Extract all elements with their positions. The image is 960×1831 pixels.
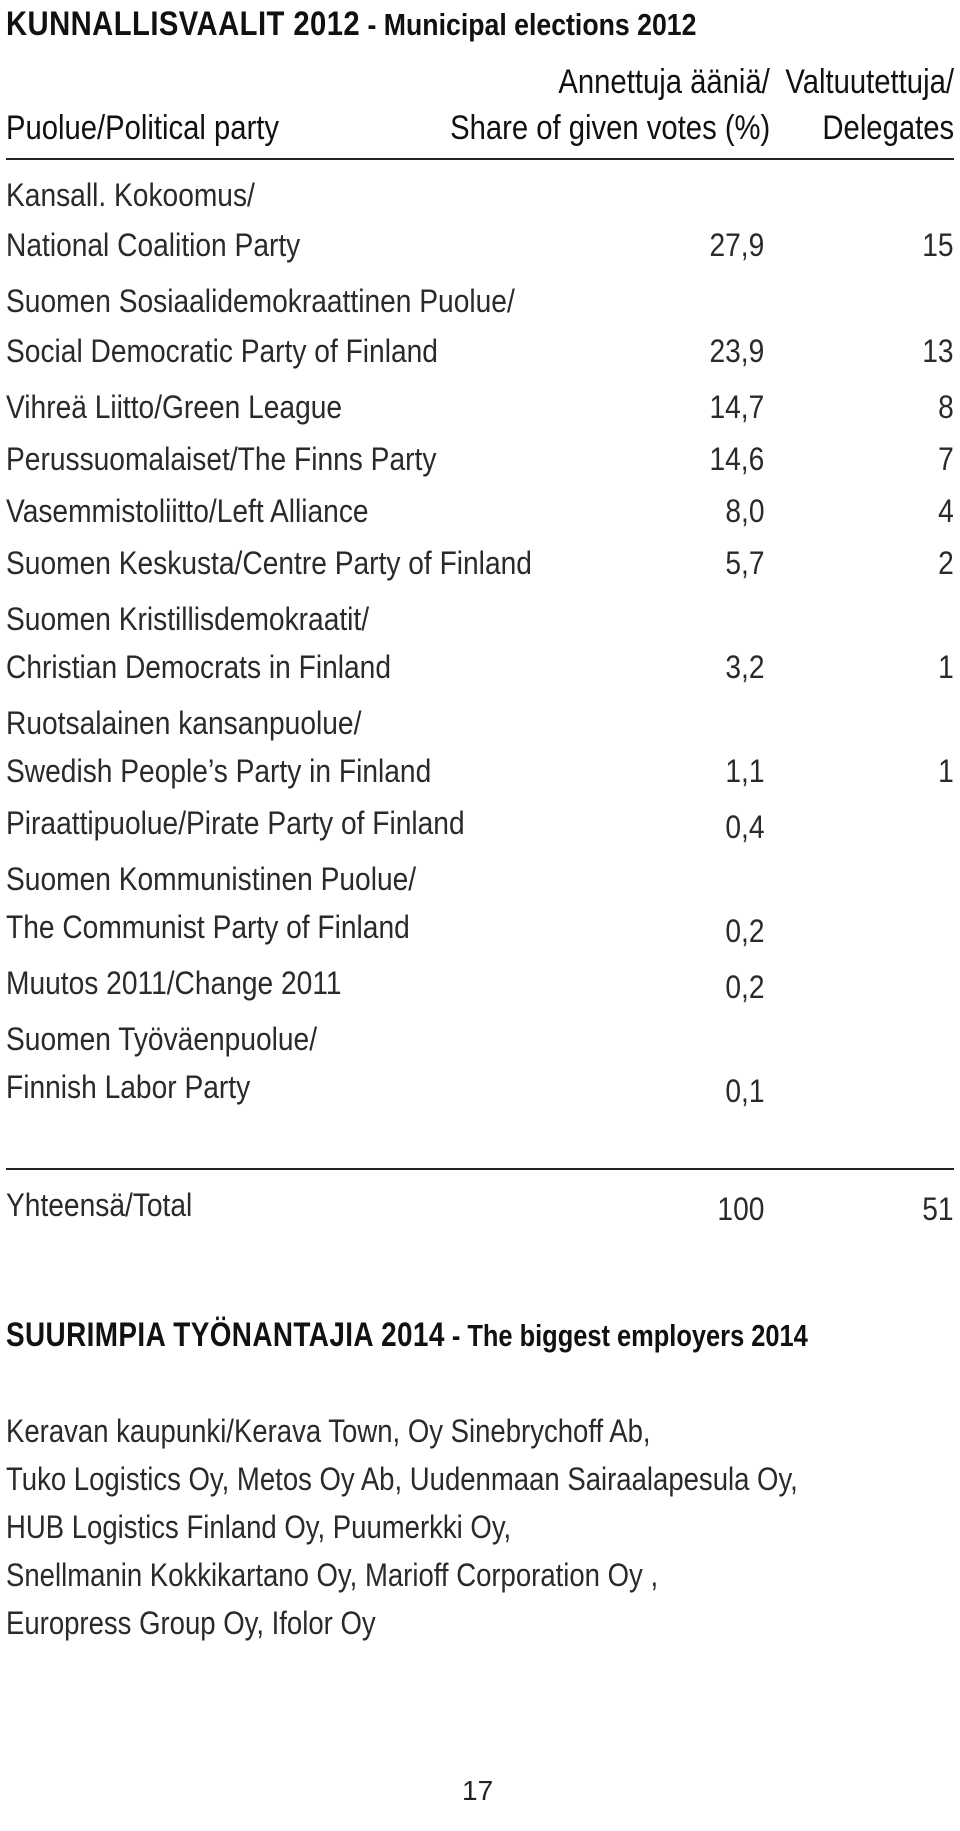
party-name: Suomen Keskusta/Centre Party of Finland [6,545,532,581]
delegates-count: 2 [938,545,954,581]
employers-title-rest: - The biggest employers 2014 [444,1318,808,1353]
employers-line: HUB Logistics Finland Oy, Puumerkki Oy, [6,1509,512,1545]
header-share-line2: Share of given votes (%) [449,109,770,147]
header-party: Puolue/Political party [6,109,280,147]
total-label: Yhteensä/Total [6,1187,193,1223]
party-name: Perussuomalaiset/The Finns Party [6,441,437,477]
party-name-line1: Suomen Työväenpuolue/ [6,1021,318,1057]
employers-line: Keravan kaupunki/Kerava Town, Oy Sinebry… [6,1413,651,1449]
vote-share: 14,7 [709,389,764,425]
employers-section-title: SUURIMPIA TYÖNANTAJIA 2014 - The biggest… [6,1313,808,1358]
vote-share: 3,2 [724,649,764,685]
delegates-count: 1 [938,649,954,685]
vote-share: 8,0 [724,493,764,529]
delegates-count: 15 [922,227,954,263]
employers-line: Snellmanin Kokkikartano Oy, Marioff Corp… [6,1557,659,1593]
header-delegates-line2: Delegates [822,109,954,147]
page-number: 17 [462,1775,494,1806]
party-name-line2: Swedish People’s Party in Finland [6,753,432,789]
party-name-line1: Kansall. Kokoomus/ [6,177,255,213]
delegates-count: 13 [922,333,954,369]
total-share: 100 [717,1191,764,1227]
party-name: Vasemmistoliitto/Left Alliance [6,493,369,529]
party-name-line2: National Coalition Party [6,227,301,263]
total-rule [6,1168,954,1170]
party-name-line1: Suomen Kristillisdemokraatit/ [6,601,370,637]
header-rule [6,158,954,160]
elections-section-title: KUNNALLISVAALIT 2012 - Municipal electio… [6,2,814,47]
header-delegates-line1: Valtuutettuja/ [785,63,954,101]
party-name: Muutos 2011/Change 2011 [6,965,342,1001]
delegates-count: 4 [938,493,954,529]
party-name: Vihreä Liitto/Green League [6,389,343,425]
party-name-line2: Finnish Labor Party [6,1069,251,1105]
total-delegates: 51 [922,1191,954,1227]
vote-share: 5,7 [724,545,764,581]
elections-title-rest: - Municipal elections 2012 [360,7,697,42]
vote-share: 0,1 [724,1073,764,1109]
employers-line: Tuko Logistics Oy, Metos Oy Ab, Uudenmaa… [6,1461,798,1497]
party-name: Piraattipuolue/Pirate Party of Finland [6,805,465,841]
vote-share: 0,2 [724,969,764,1005]
delegates-count: 1 [938,753,954,789]
vote-share: 27,9 [709,227,764,263]
party-name-line2: Christian Democrats in Finland [6,649,391,685]
vote-share: 23,9 [709,333,764,369]
employers-line: Europress Group Oy, Ifolor Oy [6,1605,376,1641]
header-share-line1: Annettuja ääniä/ [558,63,770,101]
vote-share: 0,4 [724,809,764,845]
party-name-line1: Suomen Kommunistinen Puolue/ [6,861,417,897]
vote-share: 0,2 [724,913,764,949]
party-name-line1: Suomen Sosiaalidemokraattinen Puolue/ [6,283,515,319]
party-name-line2: Social Democratic Party of Finland [6,333,438,369]
employers-title-caps: SUURIMPIA TYÖNANTAJIA 2014 [6,1316,445,1354]
elections-title-caps: KUNNALLISVAALIT 2012 [6,5,361,43]
vote-share: 1,1 [724,753,764,789]
delegates-count: 8 [938,389,954,425]
party-name-line1: Ruotsalainen kansanpuolue/ [6,705,362,741]
vote-share: 14,6 [709,441,764,477]
delegates-count: 7 [938,441,954,477]
party-name-line2: The Communist Party of Finland [6,909,410,945]
